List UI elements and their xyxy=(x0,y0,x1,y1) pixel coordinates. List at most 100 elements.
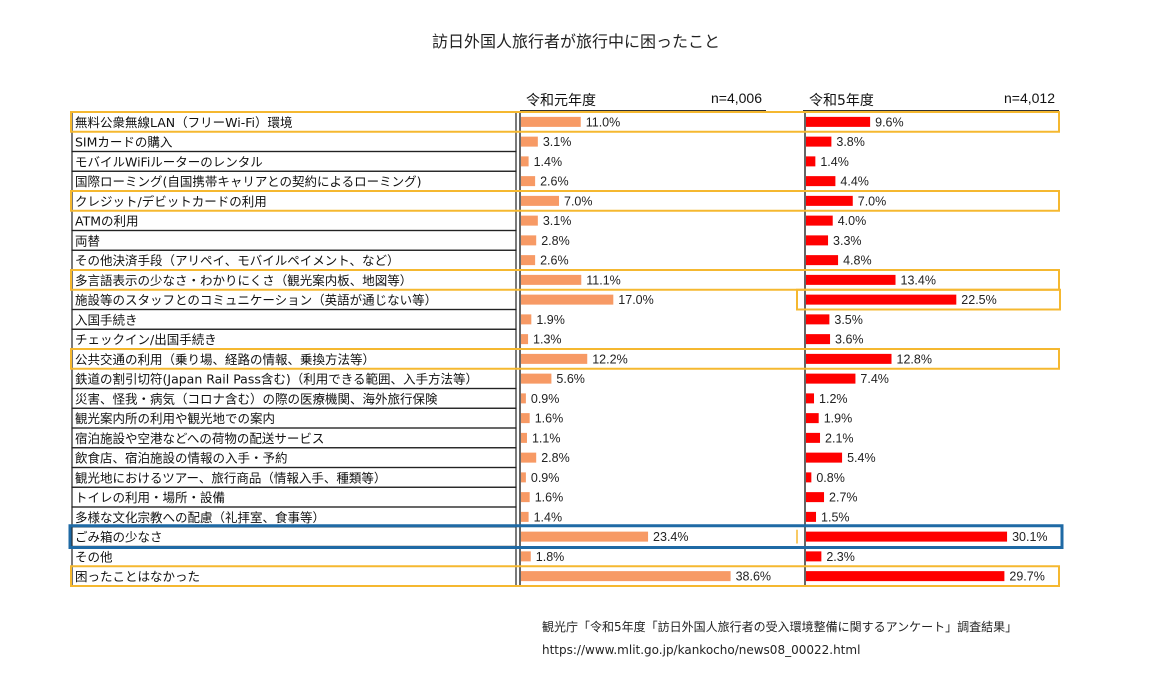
bar-r1 xyxy=(521,215,538,226)
bar-r1 xyxy=(521,235,537,246)
category-label: 鉄道の割引切符(Japan Rail Pass含む)（利用できる範囲、入手方法等… xyxy=(75,372,478,387)
data-label: 2.7% xyxy=(829,491,858,505)
highlight-frame-yellow xyxy=(70,111,1060,133)
category-label: その他決済手段（アリペイ、モバイルペイメント、など） xyxy=(75,253,400,268)
data-label: 3.5% xyxy=(834,313,863,327)
data-label: 2.8% xyxy=(541,234,570,248)
bar-r5 xyxy=(806,156,816,167)
data-label: 3.8% xyxy=(836,135,865,149)
data-label: 4.0% xyxy=(838,214,867,228)
category-label: 宿泊施設や空港などへの荷物の配送サービス xyxy=(75,431,324,446)
data-label: 9.6% xyxy=(875,115,904,129)
bar-r5 xyxy=(806,215,833,226)
data-label: 1.9% xyxy=(824,412,853,426)
bar-r1 xyxy=(521,116,581,127)
bar-r1 xyxy=(521,373,552,384)
bar-r1 xyxy=(521,294,614,305)
category-label: 観光案内所の利用や観光地での案内 xyxy=(75,411,275,426)
bar-r5 xyxy=(806,195,853,206)
bar-r5 xyxy=(806,472,812,483)
bar-r1 xyxy=(521,571,731,582)
category-label: 災害、怪我・病気（コロナ含む）の際の医療機関、海外旅行保険 xyxy=(75,391,438,406)
data-label: 17.0% xyxy=(618,293,653,307)
category-cell xyxy=(71,210,517,232)
data-label: 3.3% xyxy=(833,234,862,248)
bar-r5 xyxy=(806,393,815,404)
bar-r1 xyxy=(521,472,526,483)
data-label: 12.2% xyxy=(592,352,627,366)
data-label: 12.8% xyxy=(897,352,932,366)
data-label: 3.1% xyxy=(543,214,572,228)
data-label: 5.6% xyxy=(556,372,585,386)
data-label: 1.2% xyxy=(819,392,848,406)
source-citation: 観光庁「令和5年度「訪日外国人旅行者の受入環境整備に関するアンケート」調査結果」 xyxy=(542,620,1018,634)
category-label: 両替 xyxy=(75,233,101,248)
bar-r5 xyxy=(806,413,819,424)
category-label: ATMの利用 xyxy=(75,214,139,229)
category-cell xyxy=(71,308,517,330)
data-label: 2.1% xyxy=(825,431,854,445)
highlight-frame-yellow xyxy=(70,565,1060,587)
category-label: 多言語表示の少なさ・わかりにくさ（観光案内板、地図等） xyxy=(75,273,412,288)
category-label: ごみ箱の少なさ xyxy=(75,530,163,545)
category-cell xyxy=(71,545,517,567)
bar-r1 xyxy=(521,255,536,266)
highlight-frame-yellow xyxy=(70,269,1060,291)
data-label: 38.6% xyxy=(736,570,771,584)
category-label: モバイルWiFiルーターのレンタル xyxy=(75,154,263,169)
data-label: 3.1% xyxy=(543,135,572,149)
bar-r5 xyxy=(806,255,839,266)
category-label: チェックイン/出国手続き xyxy=(75,332,217,347)
category-label: その他 xyxy=(75,549,113,564)
data-label: 0.8% xyxy=(816,471,845,485)
category-label: 公共交通の利用（乗り場、経路の情報、乗換方法等） xyxy=(75,352,375,367)
bar-r5 xyxy=(806,274,896,285)
bar-r5 xyxy=(806,314,830,325)
category-label: 困ったことはなかった xyxy=(75,569,200,584)
category-label: 観光地におけるツアー、旅行商品（情報入手、種類等） xyxy=(75,470,386,485)
data-label: 1.5% xyxy=(821,510,850,524)
bar-r1 xyxy=(521,492,530,503)
data-label: 5.4% xyxy=(847,451,876,465)
bar-r5 xyxy=(806,492,825,503)
bar-r5 xyxy=(806,551,822,562)
data-label: 0.9% xyxy=(531,471,560,485)
data-label: 1.6% xyxy=(535,491,564,505)
highlight-frame-yellow xyxy=(70,348,1060,370)
data-label: 7.0% xyxy=(858,194,887,208)
bar-r1 xyxy=(521,156,529,167)
data-label: 1.6% xyxy=(535,412,564,426)
bar-r1 xyxy=(521,195,560,206)
chart-title: 訪日外国人旅行者が旅行中に困ったこと xyxy=(431,32,720,51)
data-label: 1.8% xyxy=(536,550,565,564)
data-label: 11.0% xyxy=(586,115,621,129)
bar-r1 xyxy=(521,314,532,325)
bar-r5 xyxy=(806,334,831,345)
bar-r5 xyxy=(806,571,1005,582)
bar-r1 xyxy=(521,136,538,147)
data-label: 7.4% xyxy=(860,372,889,386)
category-label: 施設等のスタッフとのコミュニケーション（英語が通じない等） xyxy=(75,293,437,308)
highlight-frame-blue xyxy=(68,524,1064,549)
bar-r5 xyxy=(806,176,836,187)
bar-r5 xyxy=(806,452,843,463)
data-label: 29.7% xyxy=(1009,570,1044,584)
data-label: 2.3% xyxy=(826,550,855,564)
bar-r1 xyxy=(521,551,531,562)
category-label: 飲食店、宿泊施設の情報の入手・予約 xyxy=(75,451,288,466)
bar-r1 xyxy=(521,511,529,522)
sample-size-r5: n=4,012 xyxy=(1004,90,1055,106)
bar-r1 xyxy=(521,531,649,542)
category-label: 入国手続き xyxy=(75,312,138,327)
category-label: 多様な文化宗教への配慮（礼拝室、食事等） xyxy=(75,510,325,525)
data-label: 2.6% xyxy=(540,175,569,189)
data-label: 1.3% xyxy=(533,333,562,347)
bar-r1 xyxy=(521,334,529,345)
data-label: 4.4% xyxy=(840,175,869,189)
highlight-frame-yellow xyxy=(70,190,1060,212)
data-label: 2.8% xyxy=(541,451,570,465)
category-label: 国際ローミング(自国携帯キャリアとの契約によるローミング) xyxy=(75,174,422,189)
data-label: 4.8% xyxy=(843,254,872,268)
data-label: 1.4% xyxy=(534,155,563,169)
